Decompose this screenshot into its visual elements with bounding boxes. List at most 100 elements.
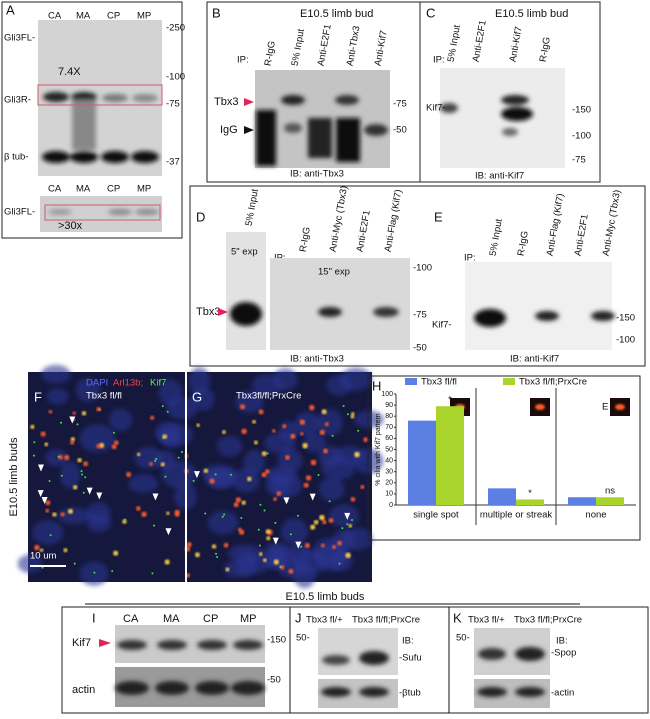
arrowhead <box>193 471 200 479</box>
cilium <box>52 512 57 517</box>
panel-label: B <box>212 5 221 20</box>
cilium <box>164 559 170 565</box>
kif7-dot <box>60 474 63 477</box>
nucleus <box>79 424 116 453</box>
marker: -75 <box>166 99 180 110</box>
nucleus <box>45 449 68 467</box>
arrowhead <box>272 537 279 545</box>
kif7-dot <box>317 473 320 476</box>
cilium <box>304 542 310 548</box>
stain-label: Arl13b; <box>113 378 143 389</box>
y-tick-label: 10 <box>385 491 393 498</box>
cilium <box>258 552 263 556</box>
panel-label: F <box>34 389 42 404</box>
x-tick-label: none <box>585 510 606 521</box>
cilium <box>60 512 65 517</box>
band-label: -Spop <box>551 648 576 659</box>
arrowhead <box>37 464 44 472</box>
blot-bands <box>256 95 388 166</box>
nucleus <box>128 474 158 493</box>
band-label: Gli3FL- <box>4 33 35 44</box>
lane-label: Anti-Flag (Kif7) <box>545 193 567 257</box>
lane-label: MP <box>137 184 151 195</box>
kif7-dot <box>181 450 184 453</box>
cilium <box>83 461 89 467</box>
cilium <box>273 497 277 502</box>
arrowhead <box>165 528 172 536</box>
marker: -50 <box>267 675 281 686</box>
arrowhead <box>41 496 48 504</box>
lane-label: CA <box>123 613 139 625</box>
lane-label: CA <box>48 11 62 22</box>
nucleus <box>339 367 373 391</box>
nucleus <box>188 367 211 395</box>
band-label: Kif7- <box>432 320 452 331</box>
lane-label: CP <box>107 11 120 22</box>
section-title: E10.5 limb buds <box>286 591 365 603</box>
lane-label: MA <box>76 184 91 195</box>
nucleus <box>318 445 342 467</box>
panel-box <box>189 185 646 367</box>
blot-band <box>230 302 262 326</box>
nucleus <box>161 460 197 489</box>
cilium <box>225 567 230 572</box>
annotation: ns <box>605 486 615 497</box>
cilium <box>203 468 209 473</box>
cilium <box>310 524 316 530</box>
band-label: Gli3FL- <box>4 207 35 218</box>
blot-bands <box>477 647 545 697</box>
kif7-dot <box>346 413 349 416</box>
nucleus <box>278 448 303 473</box>
cilium <box>305 475 312 481</box>
kif7-dot <box>60 421 63 424</box>
kif7-dot <box>296 514 299 517</box>
y-tick-label: 20 <box>385 480 393 487</box>
kif7-dot <box>177 456 180 459</box>
inset-signal <box>535 404 545 410</box>
nucleus <box>134 446 163 469</box>
nucleus <box>86 502 111 524</box>
highlight-box <box>44 204 161 221</box>
arrowhead <box>69 416 76 424</box>
kif7-dot <box>164 475 167 478</box>
nucleus <box>294 411 321 437</box>
kif7-dot <box>289 533 292 536</box>
exposure-label: 5" exp <box>231 247 258 258</box>
nucleus <box>303 432 326 453</box>
kif7-dot <box>240 517 243 520</box>
cilium <box>345 552 351 559</box>
kif7-dot <box>341 527 344 530</box>
nucleus <box>207 510 239 535</box>
cilium <box>332 545 337 550</box>
blot <box>226 232 266 350</box>
lane-label: Anti-Myc (Tbx3) <box>328 185 350 253</box>
bar <box>516 499 544 505</box>
nucleus <box>79 561 109 586</box>
ip-label: IP: <box>464 253 476 264</box>
y-tick-label: 0 <box>389 502 393 509</box>
arrowhead <box>86 487 93 495</box>
cilium <box>350 497 356 502</box>
cilium <box>285 455 290 460</box>
panel-box <box>1 1 183 239</box>
cilium <box>237 527 242 532</box>
cilium <box>309 404 315 411</box>
cilium <box>211 544 217 549</box>
marker: -100 <box>413 263 432 274</box>
nucleus <box>318 477 345 501</box>
blot-bands <box>318 307 399 317</box>
panel-label: H <box>372 378 381 393</box>
y-tick-label: 30 <box>385 469 393 476</box>
lane-label: R-IgG <box>516 230 531 257</box>
cilium <box>300 432 304 436</box>
nucleus <box>75 378 101 402</box>
cilium <box>266 536 271 541</box>
lane-label: MA <box>163 613 180 625</box>
y-tick-label: 70 <box>385 424 393 431</box>
lane-label: Anti-Myc (Tbx3) <box>601 189 623 257</box>
nucleus <box>243 449 265 476</box>
side-label: E10.5 limb buds <box>8 437 20 516</box>
kif7-dot <box>214 473 217 476</box>
panel-label: G <box>192 389 202 404</box>
ib-label: IB: anti-Tbx3 <box>290 169 344 180</box>
